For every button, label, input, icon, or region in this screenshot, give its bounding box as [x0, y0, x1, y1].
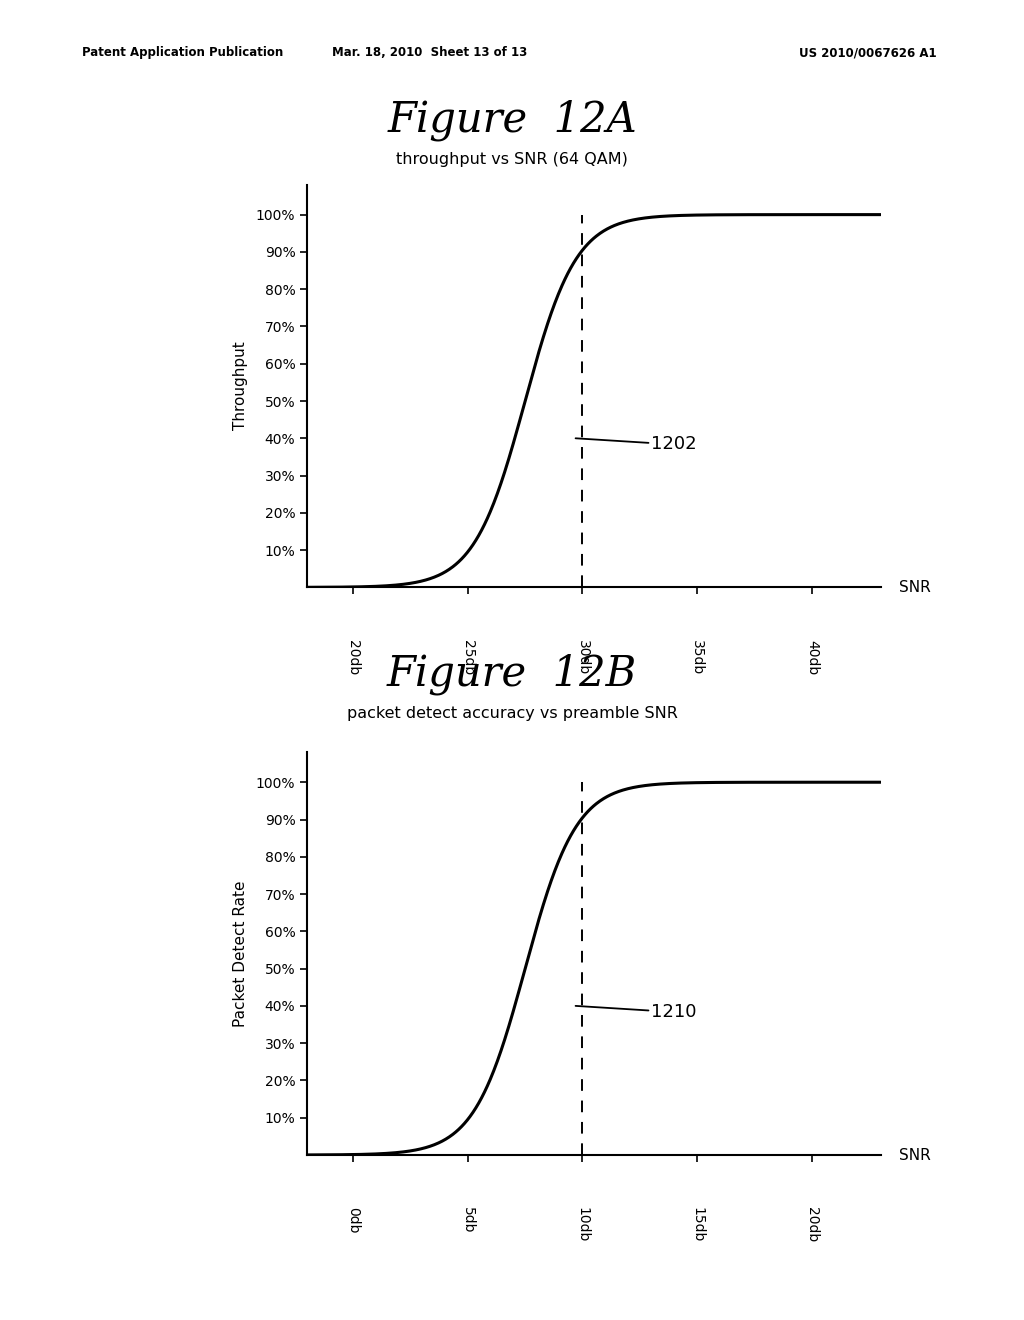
- Text: 25db: 25db: [461, 640, 475, 675]
- Text: 10db: 10db: [575, 1208, 590, 1242]
- Text: SNR: SNR: [899, 579, 931, 595]
- Text: 1202: 1202: [575, 436, 697, 454]
- Text: Patent Application Publication: Patent Application Publication: [82, 46, 284, 59]
- Text: US 2010/0067626 A1: US 2010/0067626 A1: [799, 46, 936, 59]
- Text: Figure  12B: Figure 12B: [387, 653, 637, 696]
- Text: 20db: 20db: [346, 640, 360, 675]
- Text: throughput vs SNR (64 QAM): throughput vs SNR (64 QAM): [396, 152, 628, 166]
- Text: packet detect accuracy vs preamble SNR: packet detect accuracy vs preamble SNR: [346, 706, 678, 721]
- Text: Figure  12A: Figure 12A: [387, 99, 637, 141]
- Text: SNR: SNR: [899, 1147, 931, 1163]
- Text: 1210: 1210: [575, 1003, 696, 1022]
- Text: Mar. 18, 2010  Sheet 13 of 13: Mar. 18, 2010 Sheet 13 of 13: [333, 46, 527, 59]
- Text: 0db: 0db: [346, 1208, 360, 1234]
- Text: 35db: 35db: [690, 640, 705, 675]
- Text: 30db: 30db: [575, 640, 590, 675]
- Text: 5db: 5db: [461, 1208, 475, 1234]
- Text: 20db: 20db: [805, 1208, 819, 1242]
- Text: 15db: 15db: [690, 1208, 705, 1242]
- Text: 40db: 40db: [805, 640, 819, 675]
- Y-axis label: Packet Detect Rate: Packet Detect Rate: [232, 880, 248, 1027]
- Y-axis label: Throughput: Throughput: [232, 342, 248, 430]
